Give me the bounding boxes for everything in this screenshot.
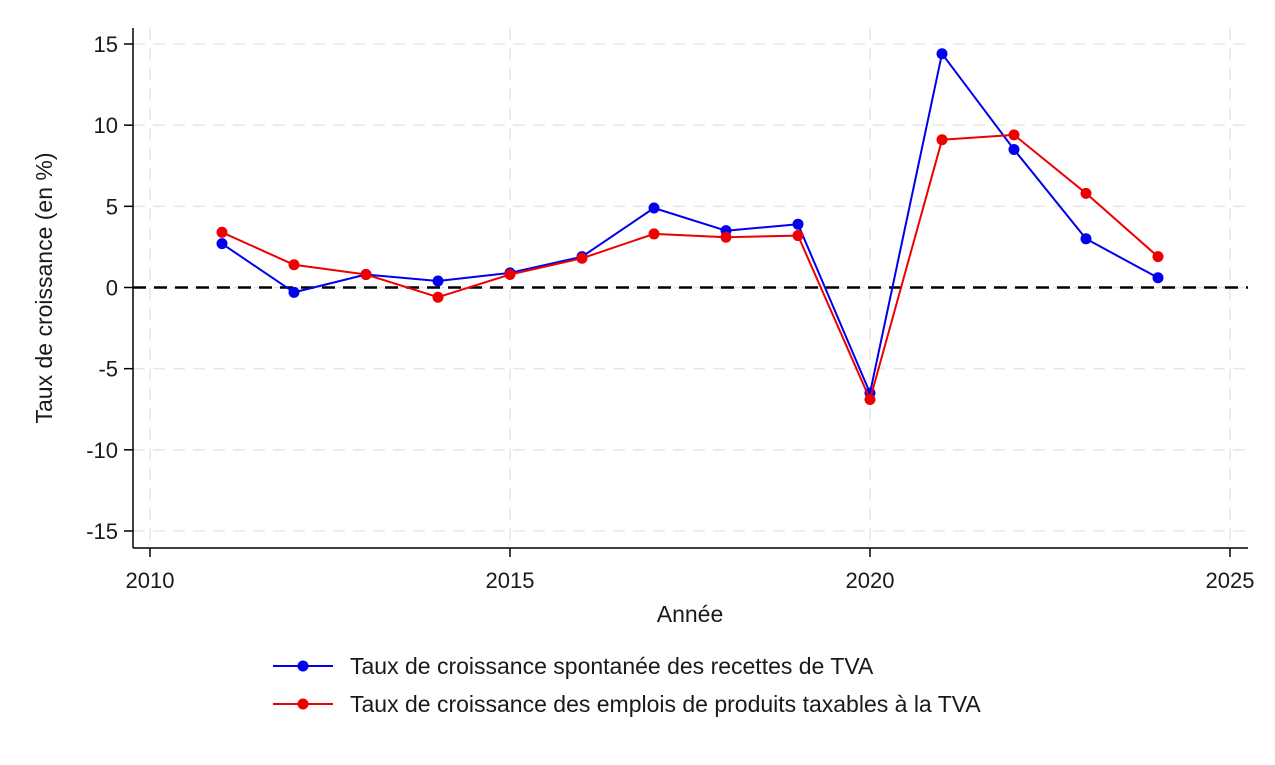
- data-point: [1080, 187, 1092, 199]
- y-tick-label: -10: [86, 438, 118, 463]
- data-point: [1152, 272, 1164, 284]
- y-tick-label: 15: [94, 32, 118, 57]
- data-point: [936, 48, 948, 60]
- y-tick-label: 0: [106, 276, 118, 301]
- data-point: [288, 286, 300, 298]
- legend-swatch-marker: [297, 698, 309, 710]
- data-point: [1080, 233, 1092, 245]
- data-point: [288, 259, 300, 271]
- y-tick-label: -15: [86, 519, 118, 544]
- data-point: [504, 269, 516, 281]
- legend-label: Taux de croissance des emplois de produi…: [350, 691, 981, 717]
- legend-item-emplois: Taux de croissance des emplois de produi…: [273, 691, 981, 717]
- data-point: [648, 202, 660, 214]
- data-point: [1008, 129, 1020, 141]
- data-point: [216, 226, 228, 238]
- data-point: [432, 291, 444, 303]
- y-tick-label: 5: [106, 194, 118, 219]
- legend-item-recettes: Taux de croissance spontanée des recette…: [273, 653, 874, 679]
- series-group: [216, 48, 1164, 406]
- x-tick-label: 2025: [1206, 568, 1255, 593]
- data-point: [720, 231, 732, 243]
- x-tick-label: 2010: [126, 568, 175, 593]
- data-point: [936, 134, 948, 146]
- y-axis-title: Taux de croissance (en %): [31, 152, 57, 423]
- data-point: [216, 238, 228, 250]
- x-axis-title: Année: [657, 601, 724, 627]
- legend: Taux de croissance spontanée des recette…: [273, 653, 981, 717]
- series-2: [216, 129, 1164, 406]
- data-point: [1152, 251, 1164, 263]
- series-line: [221, 133, 1159, 401]
- axes: 15 10 5 0 -5 -10 -15 2010 2015 2020 2025: [86, 28, 1254, 593]
- y-tick-label: 10: [94, 113, 118, 138]
- data-point: [1008, 144, 1020, 156]
- series-line: [221, 52, 1159, 394]
- legend-label: Taux de croissance spontanée des recette…: [350, 653, 874, 679]
- y-tick-label: -5: [98, 357, 118, 382]
- series-1: [216, 48, 1164, 399]
- x-tick-label: 2015: [486, 568, 535, 593]
- data-point: [648, 228, 660, 240]
- data-point: [792, 230, 804, 242]
- data-point: [576, 252, 588, 264]
- data-point: [432, 275, 444, 287]
- x-tick-label: 2020: [846, 568, 895, 593]
- legend-swatch-marker: [297, 660, 309, 672]
- data-point: [864, 394, 876, 406]
- data-point: [792, 218, 804, 230]
- data-point: [360, 269, 372, 281]
